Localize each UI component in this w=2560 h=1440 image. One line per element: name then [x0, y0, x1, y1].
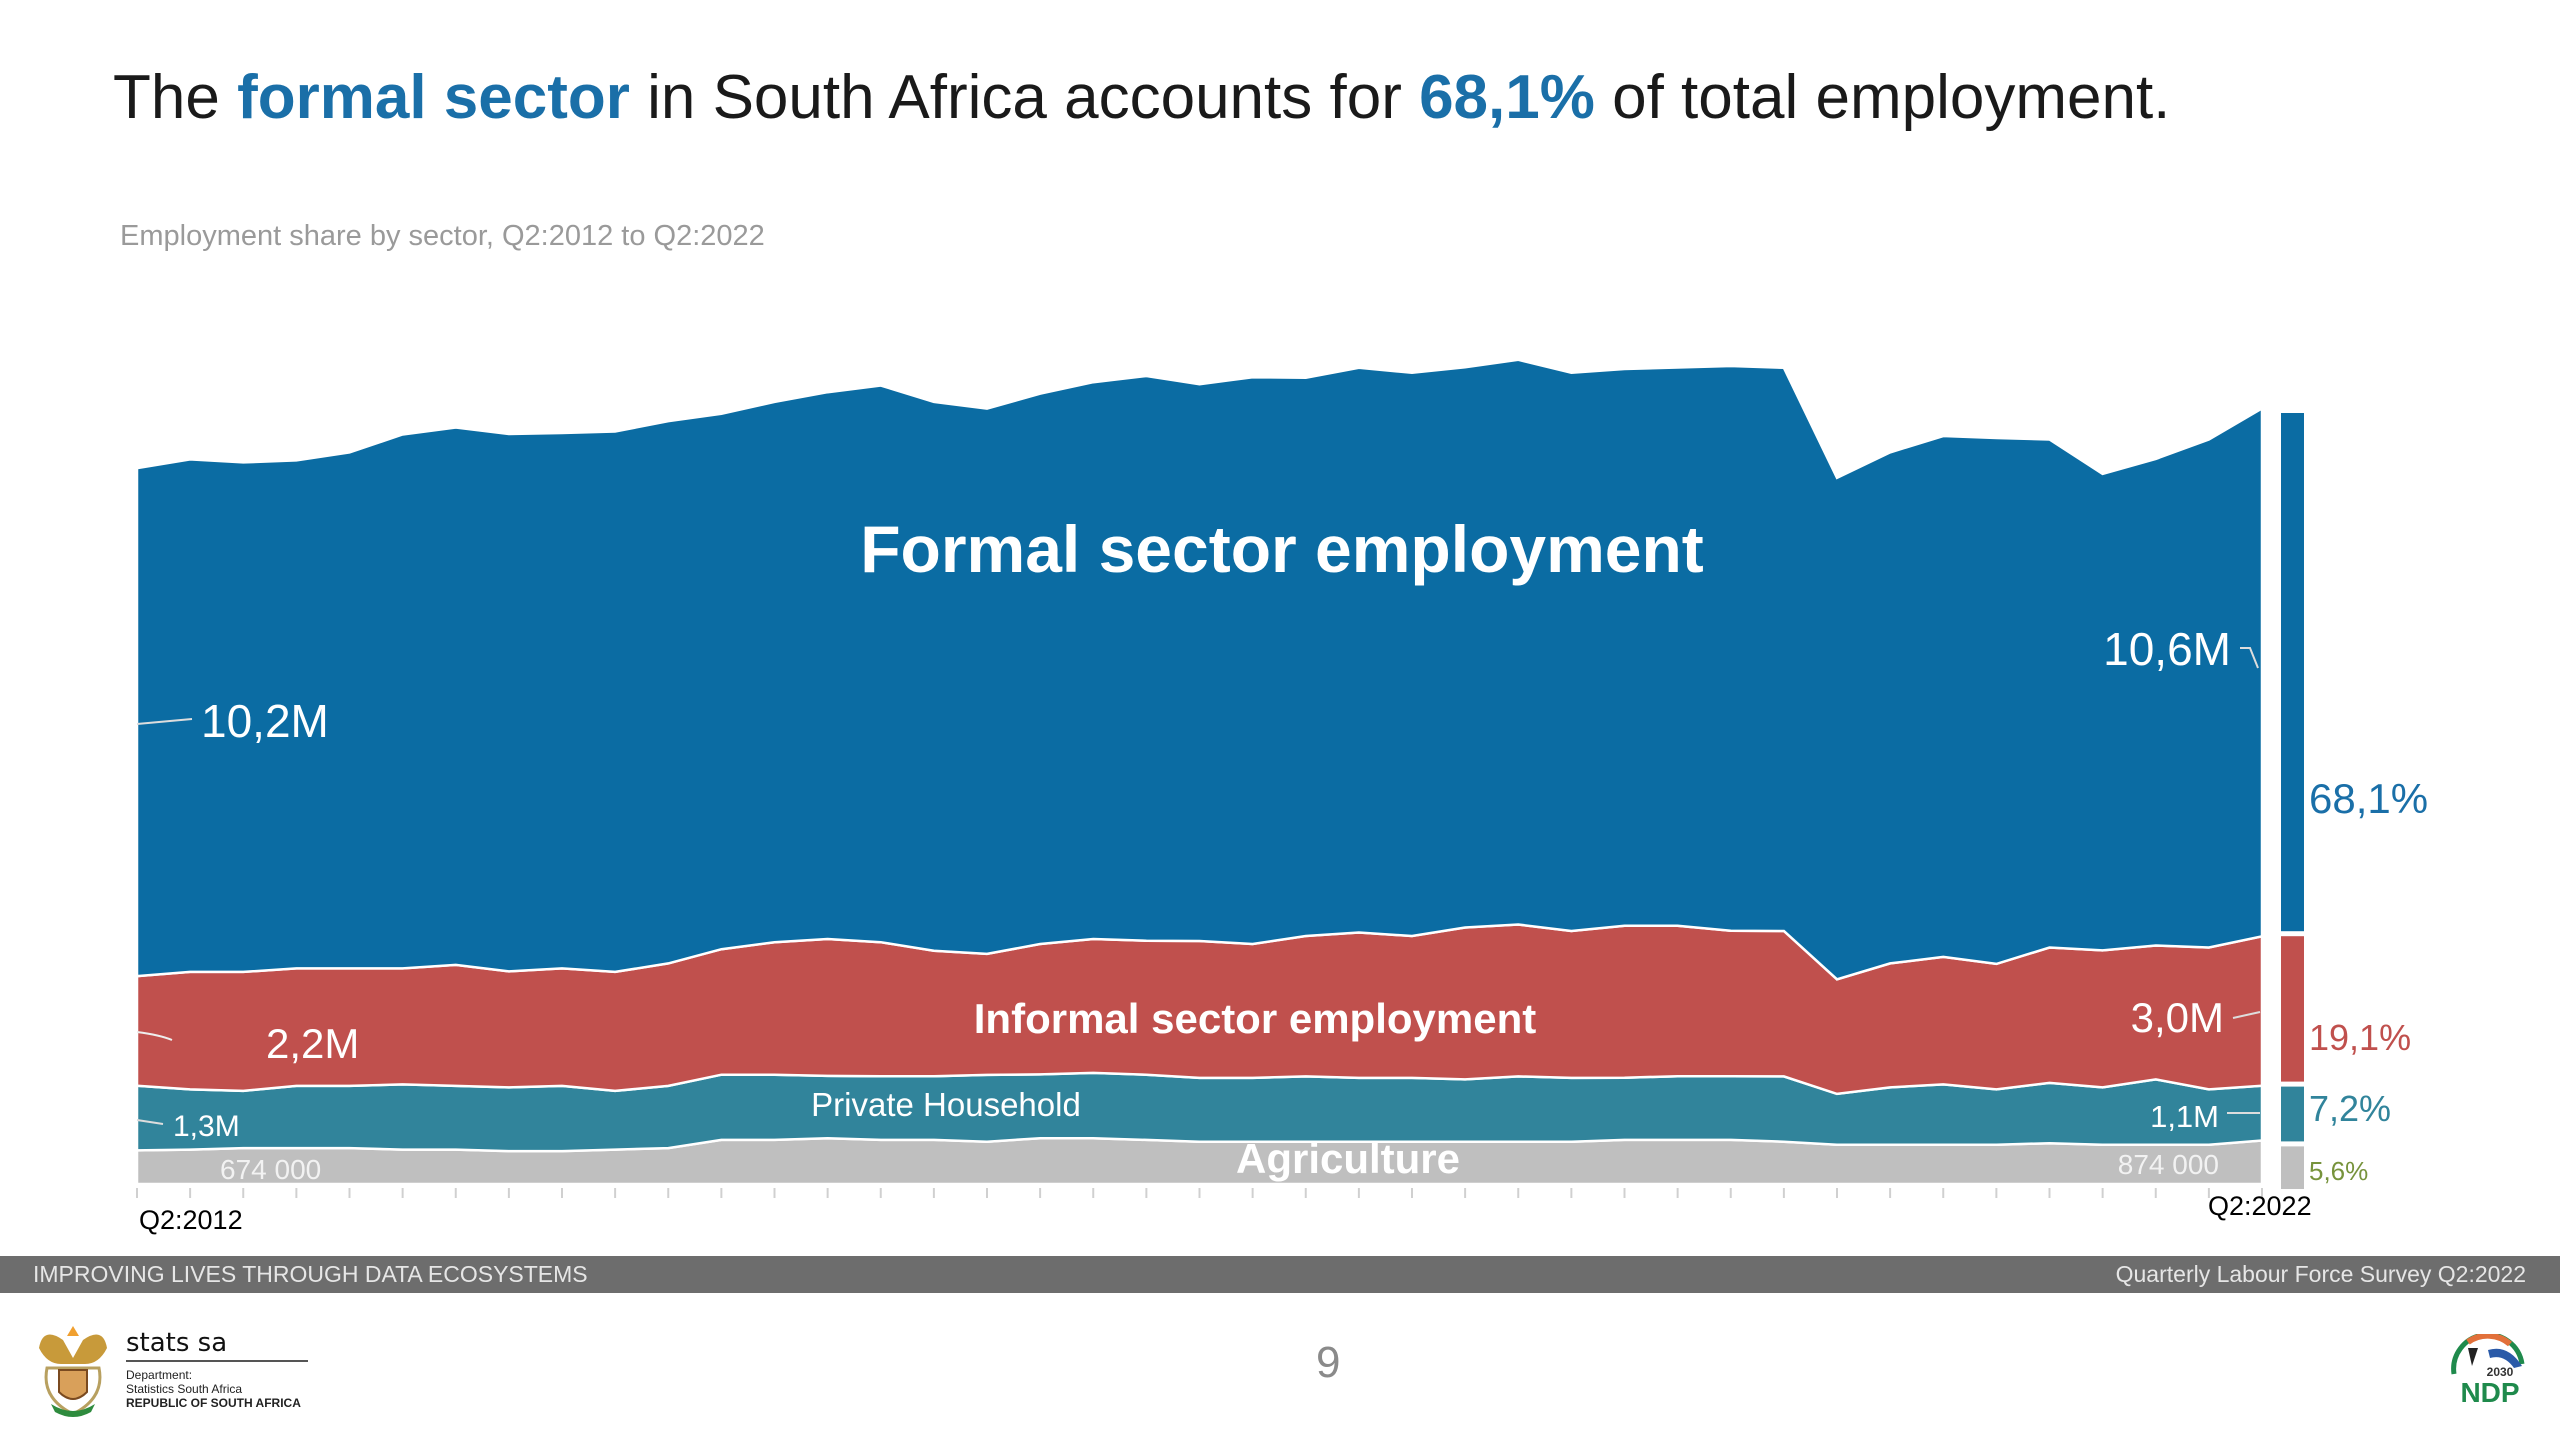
logo-department-name: Statistics South Africa [126, 1382, 243, 1396]
end-label-household: 1,1M [2150, 1099, 2219, 1134]
title-highlight-share: 68,1% [1419, 63, 1595, 132]
title-highlight-sector: formal sector [237, 63, 630, 132]
logo-name: stats sa [126, 1328, 228, 1358]
share-label-informal: 19,1% [2309, 1017, 2411, 1058]
share-bar-household [2281, 1086, 2304, 1142]
title-text: of total employment. [1594, 63, 2171, 132]
start-label-agriculture: 674 000 [220, 1154, 321, 1185]
ndp-text: NDP [2460, 1377, 2519, 1406]
leader-line [2240, 647, 2259, 669]
start-label-formal: 10,2M [201, 695, 329, 747]
logo-divider [126, 1360, 308, 1362]
leader-line [136, 1119, 164, 1125]
x-tick-label-end: Q2:2022 [2208, 1191, 2312, 1221]
series-label-agriculture: Agriculture [1236, 1135, 1460, 1182]
share-label-household: 7,2% [2309, 1088, 2391, 1129]
title-text: The [113, 63, 238, 132]
chart-subtitle: Employment share by sector, Q2:2012 to Q… [120, 220, 765, 252]
leader-line [136, 1031, 173, 1041]
share-bar-formal [2281, 413, 2304, 932]
logo-department: Department: [126, 1368, 193, 1382]
share-bar-informal [2281, 936, 2304, 1082]
start-label-household: 1,3M [173, 1110, 240, 1143]
end-label-informal: 3,0M [2131, 994, 2224, 1041]
share-label-formal: 68,1% [2309, 775, 2428, 822]
footer-band: IMPROVING LIVES THROUGH DATA ECOSYSTEMS … [0, 1256, 2560, 1293]
ndp-2030-logo: 2030 NDP [2448, 1332, 2528, 1408]
end-label-formal: 10,6M [2103, 623, 2231, 675]
logo-country: REPUBLIC OF SOUTH AFRICA [126, 1396, 301, 1410]
slide-title: The formal sector in South Africa accoun… [113, 62, 2170, 133]
title-text: in South Africa accounts for [629, 63, 1420, 132]
leader-line [2232, 1011, 2261, 1019]
area-formal [135, 358, 2264, 981]
end-label-agriculture: 874 000 [2118, 1149, 2219, 1180]
stats-sa-logo: stats sa Department: Statistics South Af… [33, 1318, 323, 1418]
leader-line [136, 718, 193, 725]
series-label-formal: Formal sector employment [860, 512, 1704, 586]
x-tick-label-start: Q2:2012 [139, 1205, 243, 1235]
start-label-informal: 2,2M [266, 1020, 359, 1067]
share-bar-agriculture [2281, 1146, 2304, 1189]
footer-tagline: IMPROVING LIVES THROUGH DATA ECOSYSTEMS [33, 1261, 588, 1287]
footer-survey-name: Quarterly Labour Force Survey Q2:2022 [2115, 1261, 2526, 1287]
share-label-agriculture: 5,6% [2309, 1156, 2368, 1186]
ndp-year: 2030 [2487, 1365, 2514, 1379]
coat-of-arms-icon [39, 1326, 107, 1417]
page-number: 9 [1316, 1338, 1341, 1387]
series-label-informal: Informal sector employment [974, 995, 1536, 1042]
ndp-logo-icon: 2030 NDP [2451, 1332, 2525, 1408]
series-label-household: Private Household [811, 1086, 1081, 1123]
